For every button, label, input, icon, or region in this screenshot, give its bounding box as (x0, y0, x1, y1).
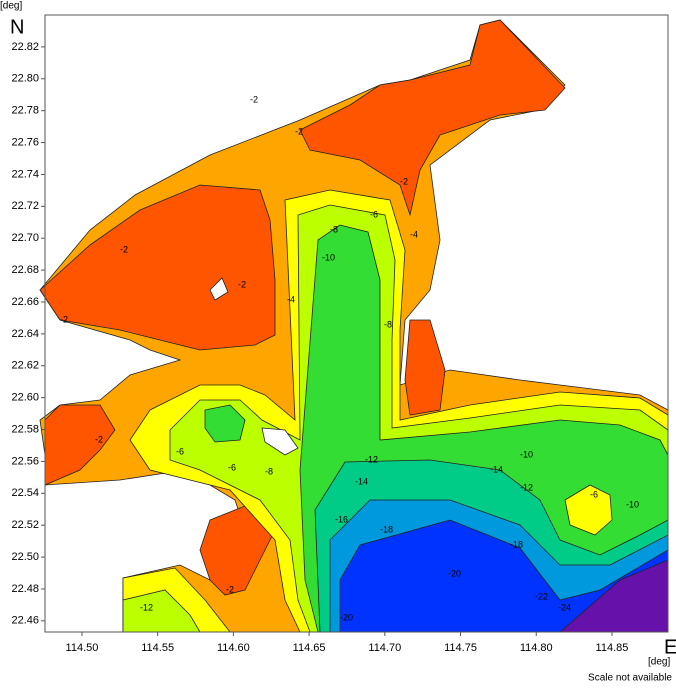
shallow-region (404, 319, 446, 416)
contour-label: -16 (335, 514, 348, 524)
y-tick-label: 22.74 (11, 168, 39, 180)
depth-region (564, 484, 613, 536)
east-label: E (664, 636, 676, 658)
shallow-region (299, 19, 566, 217)
island (209, 277, 229, 301)
y-tick-label: 22.70 (11, 232, 39, 244)
x-tick-label: 114.85 (596, 642, 629, 654)
plot-frame (44, 14, 669, 633)
contour-label: -20 (340, 612, 353, 622)
scale-note: Scale not available (588, 673, 672, 684)
x-tick-label: 114.80 (520, 642, 553, 654)
y-tick-label: 22.62 (11, 360, 39, 372)
y-tick-label: 22.66 (11, 296, 39, 308)
y-tick-label: 22.80 (11, 73, 39, 85)
contour-label: -10 (520, 449, 533, 459)
x-tick-label: 114.75 (444, 642, 477, 654)
contour-label: -14 (355, 476, 368, 486)
contour-label: -4 (287, 294, 295, 304)
contour-label: -2 (238, 279, 246, 289)
y-tick-label: 22.64 (11, 328, 39, 340)
y-tick-label: 22.50 (11, 551, 39, 563)
shallow-region (44, 404, 116, 486)
y-tick-label: 22.60 (11, 392, 39, 404)
y-unit: [deg] (0, 1, 22, 12)
x-tick-label: 114.55 (141, 642, 174, 654)
contour-label: -18 (380, 524, 393, 534)
y-tick-label: 22.56 (11, 455, 39, 467)
contour-label: -10 (322, 252, 335, 262)
depth-region (204, 404, 246, 443)
x-tick-label: 114.50 (66, 642, 99, 654)
island (261, 427, 299, 456)
y-tick-label: 22.46 (11, 615, 39, 627)
contour-label: -8 (265, 466, 273, 476)
y-tick-label: 22.78 (11, 105, 39, 117)
contour-label: -22 (535, 591, 548, 601)
contour-label: -18 (510, 539, 523, 549)
shallow-region (39, 184, 276, 351)
contour-label: -8 (384, 319, 392, 329)
contour-labels: -2 -2 -2 -2 -2 -2 -2 -4 -6 -8 -10 -8 -6 … (60, 94, 639, 622)
contour-label: -12 (140, 602, 153, 612)
x-tick-label: 114.70 (368, 642, 401, 654)
x-tick-label: 114.60 (217, 642, 250, 654)
x-tick-label: 114.65 (293, 642, 326, 654)
contour-label: -10 (626, 499, 639, 509)
north-label: N (10, 16, 24, 38)
contour-label: -2 (60, 314, 68, 324)
contour-label: -2 (95, 434, 103, 444)
contour-label: -6 (590, 489, 598, 499)
contour-label: -2 (226, 584, 234, 594)
contour-label: -8 (330, 224, 338, 234)
x-unit: [deg] (648, 657, 670, 668)
contour-label: -6 (176, 446, 184, 456)
y-tick-label: 22.72 (11, 200, 39, 212)
contour-label: -2 (400, 176, 408, 186)
contour-label: -14 (490, 464, 503, 474)
contour-label: -4 (410, 229, 418, 239)
depth-regions (39, 19, 669, 633)
contour-label: -2 (250, 94, 258, 104)
y-tick-label: 22.68 (11, 264, 39, 276)
contour-label: -2 (120, 244, 128, 254)
contour-label: -2 (295, 126, 303, 136)
y-tick-label: 22.48 (11, 583, 39, 595)
contour-label: -12 (365, 454, 378, 464)
y-tick-label: 22.76 (11, 136, 39, 148)
contour-label: -12 (520, 482, 533, 492)
y-tick-label: 22.82 (11, 41, 39, 53)
contour-label: -6 (370, 209, 378, 219)
contour-label: -6 (228, 462, 236, 472)
contour-label: -24 (558, 602, 571, 612)
y-tick-label: 22.58 (11, 423, 39, 435)
y-tick-label: 22.54 (11, 487, 39, 499)
contour-label: -20 (448, 568, 461, 578)
depth-region (122, 589, 201, 633)
y-tick-label: 22.52 (11, 519, 39, 531)
